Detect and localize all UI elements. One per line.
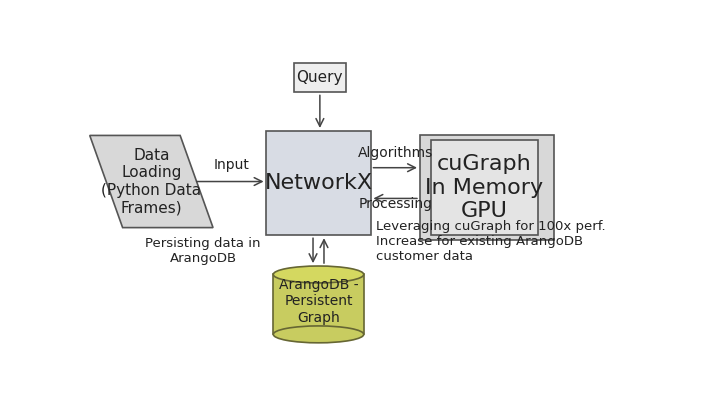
Text: cuGraph
In Memory
GPU: cuGraph In Memory GPU (425, 154, 543, 221)
Bar (274, 275, 363, 334)
Bar (420, 135, 554, 240)
Polygon shape (90, 135, 213, 227)
Bar (294, 63, 346, 93)
Text: ArangoDB -
Persistent
Graph: ArangoDB - Persistent Graph (279, 278, 358, 324)
Text: Leveraging cuGraph for 100x perf.
Increase for existing ArangoDB
customer data: Leveraging cuGraph for 100x perf. Increa… (376, 220, 606, 263)
Text: Data
Loading
(Python Data
Frames): Data Loading (Python Data Frames) (101, 148, 201, 215)
Bar (267, 131, 370, 235)
Ellipse shape (274, 326, 363, 343)
Text: Processing: Processing (358, 197, 432, 211)
Text: Input: Input (214, 158, 250, 172)
Text: NetworkX: NetworkX (264, 173, 373, 193)
Ellipse shape (274, 266, 363, 283)
Text: Algorithms: Algorithms (358, 146, 433, 160)
Text: Query: Query (297, 70, 343, 85)
Bar (431, 140, 538, 235)
Text: Persisting data in
ArangoDB: Persisting data in ArangoDB (146, 237, 261, 265)
